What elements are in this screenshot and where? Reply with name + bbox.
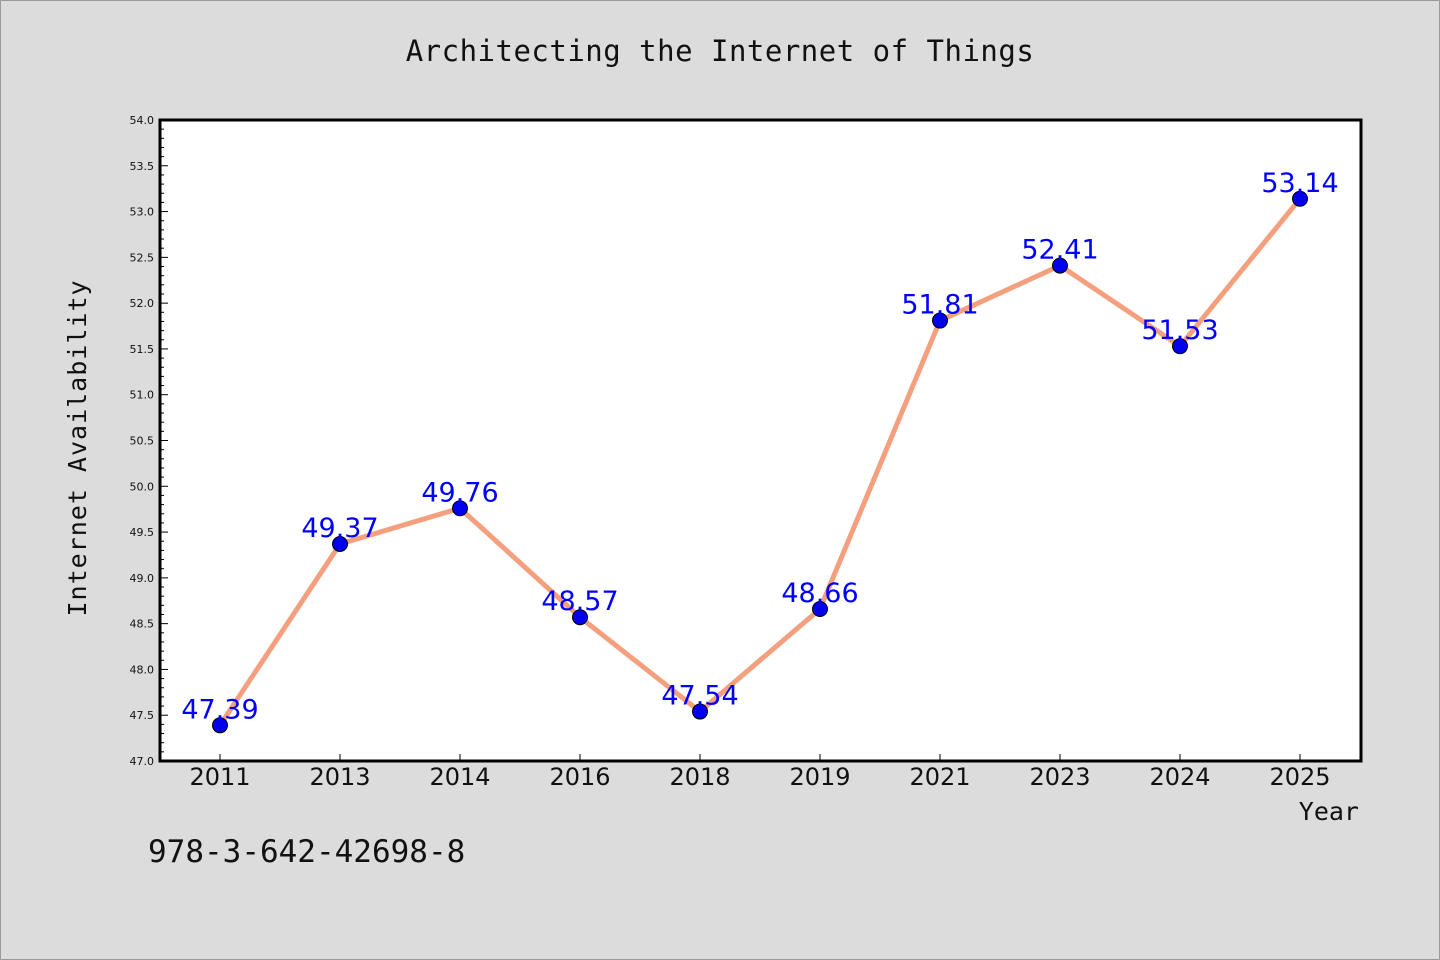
y-tick-label: 50.0	[130, 480, 155, 493]
data-label: 48.57	[541, 586, 618, 617]
data-label: 48.66	[781, 578, 858, 609]
y-tick-label: 49.0	[130, 572, 155, 585]
x-tick-label: 2014	[429, 763, 490, 791]
x-tick-label: 2019	[789, 763, 850, 791]
y-axis: 47.0 47.5 48.0 48.5 49.0 49.5 50.0 50.5 51.0 51.5…	[130, 114, 168, 768]
y-tick-label: 47.0	[130, 755, 155, 768]
data-point	[692, 703, 708, 720]
data-point	[932, 312, 948, 329]
x-tick-label: 2023	[1029, 763, 1090, 791]
data-label: 47.54	[661, 681, 738, 712]
y-tick-label: 51.5	[130, 343, 155, 356]
x-tick-label: 2016	[549, 763, 610, 791]
y-tick-label: 53.0	[130, 206, 155, 219]
x-tick-label: 2011	[189, 763, 250, 791]
x-tick-label: 2021	[909, 763, 970, 791]
data-label: 51.53	[1141, 315, 1218, 346]
x-tick-label: 2024	[1149, 763, 1210, 791]
y-tick-label: 53.5	[130, 160, 155, 173]
data-point	[212, 717, 228, 734]
data-point	[332, 535, 348, 552]
y-axis-label: Internet Availability	[63, 279, 92, 616]
data-point	[1172, 338, 1188, 355]
data-point	[572, 609, 588, 626]
x-tick-label: 2018	[669, 763, 730, 791]
y-tick-label: 52.0	[130, 297, 155, 310]
x-tick-label: 2025	[1269, 763, 1330, 791]
data-label: 53.14	[1261, 168, 1338, 199]
data-point	[812, 600, 828, 617]
x-tick-label: 2013	[309, 763, 370, 791]
data-label: 49.76	[421, 477, 498, 508]
plot-area	[158, 118, 1363, 763]
x-axis: 2011 2013 2014 2016 2018 2019 2021 2023 2024 2025	[189, 754, 1331, 791]
data-point	[452, 500, 468, 517]
y-tick-label: 48.0	[130, 663, 155, 676]
series-line	[217, 196, 1303, 728]
y-tick-label: 50.5	[130, 435, 155, 448]
data-label: 49.37	[301, 513, 378, 544]
y-tick-label: 47.5	[130, 709, 155, 722]
y-tick-label: 51.0	[130, 389, 155, 402]
data-point	[1052, 257, 1068, 274]
chart-title: Architecting the Internet of Things	[405, 34, 1035, 68]
y-tick-label: 49.5	[130, 526, 155, 539]
data-labels: 47.39 49.37 49.76 48.57 47.54 48.66 51.81 52.41…	[181, 168, 1338, 726]
x-axis-label: Year	[1299, 797, 1359, 826]
y-tick-label: 54.0	[130, 114, 155, 127]
data-label: 47.39	[181, 694, 258, 725]
footer-text: 978-3-642-42698-8	[148, 834, 466, 870]
data-label: 51.81	[901, 290, 978, 321]
y-tick-label: 52.5	[130, 251, 155, 264]
data-point	[1292, 190, 1308, 207]
y-tick-label: 48.5	[130, 618, 155, 631]
data-label: 52.41	[1021, 235, 1098, 266]
series-layer	[212, 190, 1308, 734]
